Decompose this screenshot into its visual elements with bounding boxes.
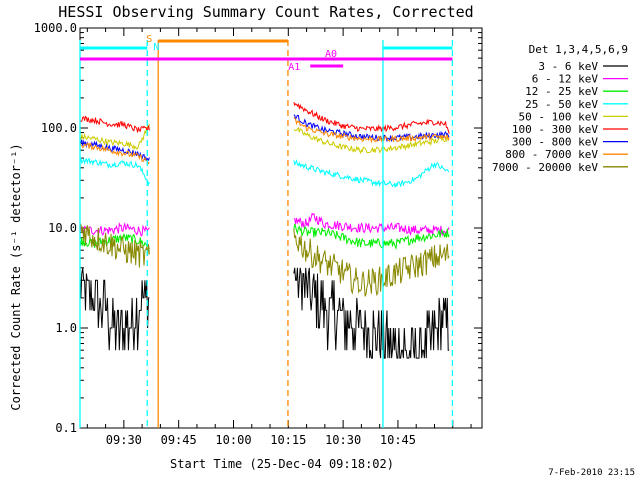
legend-entry-label: 12 - 25 keV [525, 85, 598, 98]
legend-entry-label: 100 - 300 keV [512, 123, 598, 136]
y-tick-label: 100.0 [41, 121, 77, 135]
legend-entry-label: 7000 - 20000 keV [492, 161, 598, 174]
flag-label: S [146, 34, 152, 45]
y-tick-label: 1000.0 [34, 21, 77, 35]
x-axis-label: Start Time (25-Dec-04 09:18:02) [170, 457, 394, 471]
x-tick-label: 09:30 [106, 433, 142, 447]
legend-title: Det 1,3,4,5,6,9 [529, 43, 628, 56]
x-tick-label: 09:45 [161, 433, 197, 447]
series-line [79, 115, 150, 133]
x-tick-label: 10:15 [270, 433, 306, 447]
x-tick-label: 10:30 [325, 433, 361, 447]
series-line [79, 141, 150, 165]
y-tick-label: 1.0 [55, 321, 77, 335]
series-line [293, 159, 450, 188]
legend-entry-label: 6 - 12 keV [532, 73, 599, 86]
flag-label: A1 [288, 62, 300, 73]
series-line [79, 223, 150, 268]
x-tick-label: 10:45 [380, 433, 416, 447]
series-line [293, 223, 450, 251]
x-tick-label: 10:00 [215, 433, 251, 447]
series-line [293, 267, 450, 359]
series-line [79, 233, 150, 250]
flag-label: A0 [325, 49, 337, 60]
y-tick-label: 0.1 [55, 421, 77, 435]
date-stamp: 7-Feb-2010 23:15 [548, 468, 635, 478]
legend-entry-label: 300 - 800 keV [512, 136, 598, 149]
legend-entry-label: 25 - 50 keV [525, 98, 598, 111]
plot-frame [79, 27, 483, 429]
flag-label: N [153, 42, 159, 53]
series-line [293, 117, 450, 144]
series-line [293, 102, 450, 134]
legend-entry-label: 3 - 6 keV [538, 60, 598, 73]
series-line [79, 267, 150, 351]
y-tick-label: 10.0 [48, 221, 77, 235]
plot-area: 0.1 1.0 10.0 100.0 1000.0 09:30 09:45 10:00 10:1… [34, 21, 483, 447]
series-line [293, 126, 450, 155]
series-line [79, 221, 150, 237]
y-axis-label: Corrected Count Rate (s⁻¹ detector⁻¹) [9, 143, 23, 410]
chart-title: HESSI Observing Summary Count Rates, Cor… [58, 3, 473, 21]
legend-entry-label: 800 - 7000 keV [505, 148, 598, 161]
series-line [293, 212, 450, 237]
series-line [293, 229, 450, 297]
series-line [79, 157, 150, 187]
series-line [79, 123, 150, 151]
series-line [79, 139, 150, 162]
legend-entry-label: 50 - 100 keV [519, 110, 599, 123]
